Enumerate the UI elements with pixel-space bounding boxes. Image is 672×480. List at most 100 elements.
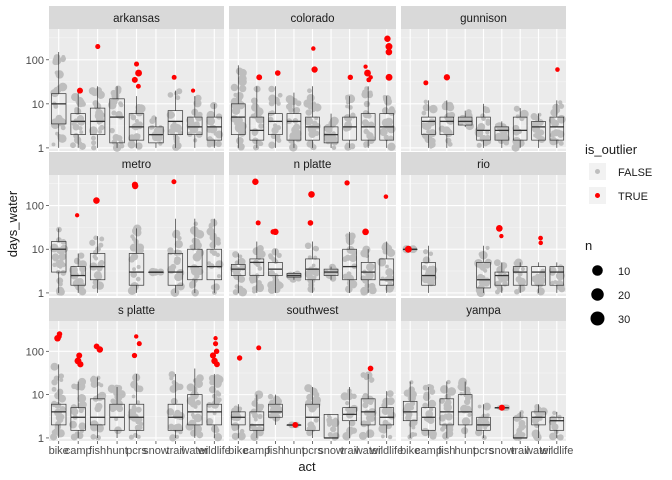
data-point — [118, 139, 124, 145]
facet-strip-label: arkansas — [113, 13, 160, 25]
data-point — [77, 394, 87, 403]
data-point — [365, 429, 375, 438]
data-point — [119, 143, 125, 149]
data-point — [368, 415, 376, 423]
data-point — [92, 100, 99, 107]
box-camp — [70, 407, 86, 431]
data-point — [194, 95, 199, 100]
data-point — [151, 115, 157, 121]
outlier-point — [256, 345, 262, 351]
data-point — [176, 383, 184, 391]
facet-strip — [49, 298, 224, 321]
data-point — [439, 397, 446, 404]
data-point — [425, 415, 432, 423]
data-point — [60, 56, 66, 63]
data-point — [428, 407, 434, 412]
data-point — [131, 394, 136, 399]
data-point — [538, 129, 545, 136]
data-point — [481, 435, 487, 441]
x-tick-label: snow — [143, 445, 169, 457]
data-point — [493, 259, 501, 267]
data-point — [251, 289, 257, 294]
data-point — [423, 99, 428, 104]
outlier-point — [555, 67, 560, 72]
data-point — [256, 279, 262, 286]
outlier-point — [96, 346, 104, 353]
data-point — [422, 384, 429, 391]
data-point — [408, 421, 414, 428]
box-fish — [268, 113, 283, 135]
data-point — [133, 224, 142, 233]
data-point — [73, 266, 78, 271]
legend-title: is_outlier — [585, 142, 638, 157]
data-point — [465, 121, 474, 131]
data-point — [193, 233, 198, 237]
data-point — [276, 252, 282, 259]
data-point — [215, 390, 220, 395]
outlier-point — [54, 334, 61, 342]
data-point — [272, 275, 278, 280]
y-tick-label: 10 — [32, 244, 44, 256]
data-point — [191, 289, 199, 297]
data-point — [135, 406, 142, 413]
outlier-point — [363, 64, 368, 69]
data-point — [71, 408, 79, 416]
data-point — [96, 405, 102, 410]
data-point — [258, 141, 264, 146]
data-point — [98, 112, 105, 119]
legend-title: n — [585, 238, 592, 253]
box-bike — [51, 241, 67, 273]
data-point — [90, 433, 97, 440]
box-fish — [439, 116, 455, 135]
data-point — [236, 136, 244, 145]
box-camp — [421, 116, 436, 135]
x-tick-label: wildlife — [539, 445, 573, 457]
data-point — [428, 251, 434, 257]
data-point — [557, 114, 566, 124]
x-tick-label: trail — [167, 445, 185, 457]
data-point — [149, 125, 154, 130]
data-point — [268, 85, 275, 93]
facet-panel-metro: metro 1 10 100 — [26, 152, 224, 300]
data-point — [90, 135, 96, 141]
facet-strip-label: s platte — [118, 305, 155, 317]
box-fish — [89, 398, 106, 426]
data-point — [536, 287, 545, 296]
outlier-point — [171, 179, 177, 185]
data-point — [558, 100, 563, 105]
outlier-point — [538, 240, 543, 246]
data-point — [483, 260, 491, 269]
data-point — [79, 130, 84, 134]
data-point — [305, 109, 312, 116]
data-point — [174, 240, 183, 249]
x-tick-label: hunt — [283, 445, 304, 457]
data-point — [329, 275, 337, 282]
data-point — [78, 377, 87, 386]
data-point — [306, 140, 314, 148]
data-point — [513, 105, 520, 112]
data-point — [255, 284, 264, 293]
box-pcrs — [128, 253, 145, 286]
box-pcrs — [305, 116, 320, 141]
data-point — [170, 288, 180, 297]
data-point — [135, 142, 143, 150]
data-point — [231, 422, 240, 431]
data-point — [259, 403, 264, 409]
data-point — [350, 427, 358, 434]
data-point — [368, 90, 373, 95]
data-point — [467, 394, 472, 400]
data-point — [170, 263, 177, 270]
data-point — [312, 271, 317, 276]
outlier-point — [135, 69, 143, 77]
outlier-point — [364, 69, 371, 77]
outlier-point — [252, 178, 259, 186]
data-point — [365, 271, 374, 280]
data-point — [78, 422, 87, 431]
box-bike — [51, 93, 67, 125]
box-bike — [402, 400, 418, 422]
data-point — [214, 375, 224, 384]
box-camp — [249, 411, 265, 431]
data-point — [425, 267, 432, 274]
data-point — [346, 274, 355, 283]
data-point — [275, 136, 281, 142]
